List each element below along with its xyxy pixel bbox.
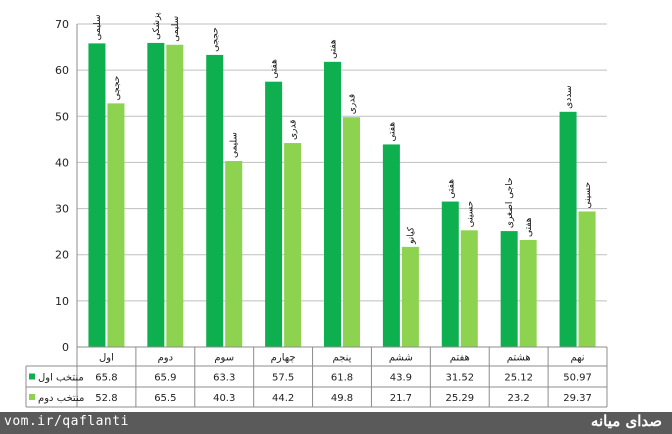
- y-tick-label: 40: [55, 156, 69, 169]
- bar-name-label: سلیمی: [171, 16, 181, 42]
- grouped-bar-chart: 0 10 20 30 40 50 60 70 سلیمی پزشکی حججی هفتی هفتی هفت…: [25, 12, 608, 408]
- table-value-cell: 43.9: [390, 373, 412, 384]
- bar-series1: [88, 43, 106, 347]
- category-label: ششم: [389, 353, 413, 364]
- y-tick-label: 20: [55, 249, 69, 262]
- category-label: چهارم: [271, 353, 296, 364]
- bar-name-label: حسینی: [465, 201, 475, 228]
- bar-series1: [324, 61, 341, 347]
- table-value-cell: 50.97: [563, 373, 592, 384]
- bar-series1: [559, 111, 577, 347]
- table-value-cell: 29.37: [563, 393, 592, 404]
- bar-name-label: سددی: [564, 85, 574, 108]
- category-label: نهم: [571, 353, 585, 364]
- table-value-cell: 57.5: [272, 373, 294, 384]
- bar-name-label: حسینی: [583, 182, 593, 209]
- y-tick-label: 50: [55, 110, 69, 123]
- table-value-cell: 21.7: [390, 393, 412, 404]
- bar-name-label: هفتی: [329, 39, 339, 59]
- bar-series1: [206, 54, 224, 348]
- bar-series2: [225, 161, 243, 347]
- bar-series2: [578, 211, 596, 347]
- table-value-cell: 31.52: [445, 373, 474, 384]
- category-label: اول: [99, 353, 114, 364]
- legend-swatch: [29, 394, 35, 400]
- bar-series2: [166, 44, 184, 348]
- watermark-footer: vom.ir/qaflanti صدای میانه: [0, 412, 672, 434]
- bar-series2: [107, 103, 125, 347]
- bar-name-label: سلیمی: [93, 14, 103, 40]
- bar-series1: [382, 144, 400, 347]
- series-row-label: منتخب دوم: [38, 393, 84, 404]
- category-label: هفتم: [450, 353, 470, 364]
- bar-name-label: حاجی اصغری: [505, 177, 515, 228]
- bar-name-label: حججی: [211, 27, 221, 52]
- table-value-cell: 25.29: [445, 393, 474, 404]
- bar-name-label: قدری: [289, 120, 299, 140]
- table-value-cell: 23.2: [508, 393, 530, 404]
- bar-name-label: قدری: [348, 94, 358, 114]
- bar-series1: [147, 42, 165, 347]
- category-label: سوم: [214, 353, 234, 364]
- table-value-cell: 63.3: [213, 373, 235, 384]
- table-value-cell: 65.9: [154, 373, 176, 384]
- y-tick-label: 30: [55, 203, 69, 216]
- bar-name-label: سلیمی: [230, 132, 240, 158]
- table-value-cell: 49.8: [331, 393, 353, 404]
- table-value-cell: 44.2: [272, 393, 294, 404]
- watermark-url: vom.ir/qaflanti: [4, 414, 129, 429]
- bar-name-label: هفتی: [446, 179, 456, 199]
- y-tick-label: 60: [55, 64, 69, 77]
- bar-series2: [284, 143, 302, 347]
- bar-series2: [519, 239, 537, 347]
- y-tick-label: 10: [55, 295, 69, 308]
- table-value-cell: 61.8: [331, 373, 353, 384]
- bar-name-label: کیانو: [406, 226, 416, 245]
- bar-name-label: پزشکی: [152, 12, 162, 40]
- y-tick-label: 0: [62, 341, 69, 354]
- bar-series2: [401, 246, 419, 347]
- table-value-cell: 65.5: [154, 393, 176, 404]
- bar-name-label: حججی: [112, 76, 122, 101]
- legend-swatch: [29, 373, 35, 380]
- y-tick-label: 70: [55, 18, 69, 31]
- table-value-cell: 25.12: [504, 373, 533, 384]
- bar-series1: [441, 201, 459, 347]
- category-label: دوم: [158, 353, 173, 364]
- bar-series2: [343, 117, 360, 347]
- category-label: هشتم: [507, 353, 531, 364]
- table-value-cell: 52.8: [95, 393, 117, 404]
- watermark-logo: صدای میانه: [590, 412, 662, 430]
- bar-name-label: هفتی: [387, 122, 397, 142]
- bar-series2: [460, 230, 478, 347]
- table-value-cell: 65.8: [95, 373, 117, 384]
- series-row-label: منتخب اول: [38, 373, 84, 384]
- bar-series1: [500, 231, 518, 347]
- bar-name-label: هفتی: [524, 217, 534, 237]
- category-label: پنجم: [333, 353, 352, 364]
- bar-series1: [265, 81, 283, 347]
- table-value-cell: 40.3: [213, 393, 235, 404]
- bar-name-label: هفتی: [270, 59, 280, 79]
